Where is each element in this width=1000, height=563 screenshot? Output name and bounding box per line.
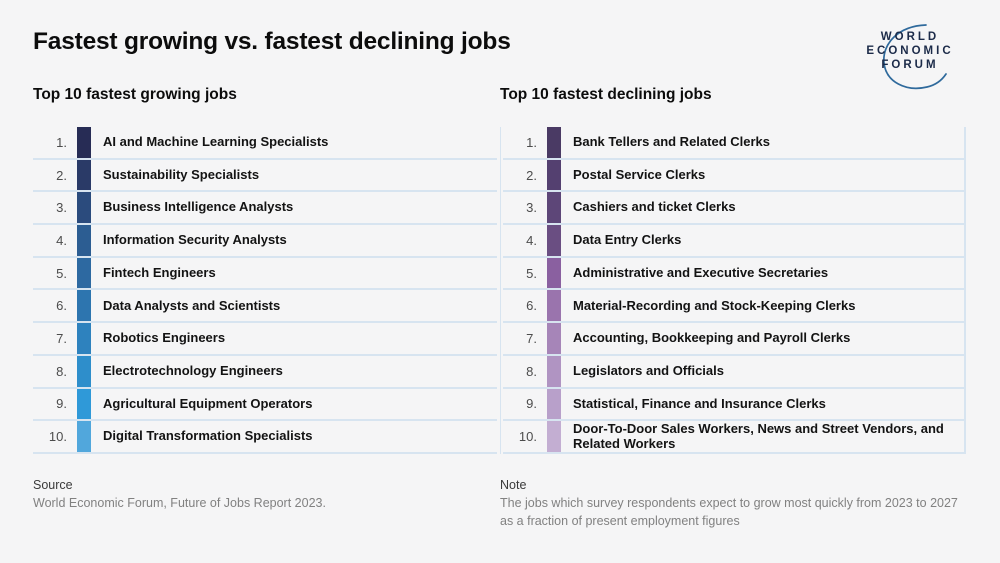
wef-logo-line: WORLD [880, 31, 940, 43]
job-title: Agricultural Equipment Operators [103, 395, 313, 411]
job-title: Digital Transformation Specialists [103, 428, 313, 444]
job-title: Business Intelligence Analysts [103, 199, 294, 215]
job-title: Information Security Analysts [103, 232, 287, 248]
declining-list: 1. Bank Tellers and Related Clerks 2. Po… [503, 127, 965, 454]
list-item: 10. Digital Transformation Specialists [33, 421, 497, 454]
rank-color-bar [77, 290, 91, 322]
list-item: 6. Data Analysts and Scientists [33, 290, 497, 324]
list-item: 6. Material-Recording and Stock-Keeping … [503, 290, 965, 324]
rank-color-bar [77, 192, 91, 224]
rank-color-bar [547, 290, 561, 322]
growing-list-heading: Top 10 fastest growing jobs [33, 86, 237, 103]
rank-color-bar [547, 257, 561, 289]
list-item: 4. Information Security Analysts [33, 225, 497, 258]
job-title: Data Entry Clerks [573, 232, 682, 248]
rank-color-bar [547, 225, 561, 256]
source-text: World Economic Forum, Future of Jobs Rep… [33, 496, 326, 511]
list-item: 5. Administrative and Executive Secretar… [503, 257, 965, 291]
page-title: Fastest growing vs. fastest declining jo… [33, 28, 511, 55]
list-item: 3. Cashiers and ticket Clerks [503, 192, 965, 226]
rank-color-bar [77, 355, 91, 387]
rank-color-bar [547, 355, 561, 387]
list-item: 8. Electrotechnology Engineers [33, 355, 497, 389]
job-title: Statistical, Finance and Insurance Clerk… [573, 395, 826, 411]
rank-number: 10. [48, 429, 67, 445]
list-item: 9. Statistical, Finance and Insurance Cl… [503, 388, 965, 422]
list-item: 9. Agricultural Equipment Operators [33, 388, 497, 422]
rank-number: 2. [56, 167, 67, 183]
rank-color-bar [77, 159, 91, 191]
list-item: 2. Sustainability Specialists [33, 159, 497, 193]
list-item: 1. AI and Machine Learning Specialists [33, 127, 497, 160]
list-item: 2. Postal Service Clerks [503, 159, 965, 193]
wef-logo-text: WORLD ECONOMIC FORUM [848, 22, 972, 72]
job-title: Sustainability Specialists [103, 166, 260, 182]
job-title: Electrotechnology Engineers [103, 362, 283, 378]
rank-number: 3. [526, 200, 537, 216]
declining-list-heading: Top 10 fastest declining jobs [500, 86, 712, 103]
list-item: 3. Business Intelligence Analysts [33, 192, 497, 226]
list-item: 4. Data Entry Clerks [503, 225, 965, 258]
note-block: Note The jobs which survey respondents e… [500, 477, 968, 530]
wef-logo-line: ECONOMIC [866, 45, 954, 57]
rank-color-bar [77, 127, 91, 158]
rank-color-bar [547, 159, 561, 191]
rank-color-bar [77, 421, 91, 452]
rank-number: 2. [526, 167, 537, 183]
rank-number: 9. [56, 396, 67, 412]
rank-color-bar [77, 225, 91, 256]
rank-number: 7. [56, 330, 67, 346]
list-item: 1. Bank Tellers and Related Clerks [503, 127, 965, 160]
list-item: 10. Door-To-Door Sales Workers, News and… [503, 421, 965, 454]
job-title: Door-To-Door Sales Workers, News and Str… [573, 420, 944, 451]
list-item: 5. Fintech Engineers [33, 257, 497, 291]
rank-color-bar [547, 323, 561, 354]
rank-number: 7. [526, 330, 537, 346]
job-title: Cashiers and ticket Clerks [573, 199, 736, 215]
rank-number: 5. [526, 265, 537, 281]
rank-color-bar [77, 388, 91, 420]
rank-color-bar [547, 388, 561, 420]
job-title: Accounting, Bookkeeping and Payroll Cler… [573, 330, 851, 346]
list-item: 7. Robotics Engineers [33, 323, 497, 356]
list-item: 7. Accounting, Bookkeeping and Payroll C… [503, 323, 965, 356]
rank-number: 4. [526, 232, 537, 248]
rank-number: 4. [56, 232, 67, 248]
rank-number: 9. [526, 396, 537, 412]
wef-logo-line: FORUM [881, 59, 939, 71]
job-title: Legislators and Officials [573, 362, 724, 378]
source-block: Source World Economic Forum, Future of J… [33, 477, 463, 513]
rank-number: 1. [56, 134, 67, 150]
column-divider-line [499, 127, 501, 454]
rank-color-bar [77, 257, 91, 289]
wef-logo: WORLD ECONOMIC FORUM [848, 22, 972, 102]
note-text: The jobs which survey respondents expect… [500, 496, 958, 528]
rank-number: 6. [526, 298, 537, 314]
job-title: Robotics Engineers [103, 330, 226, 346]
right-edge-line [964, 127, 966, 454]
rank-number: 5. [56, 265, 67, 281]
job-title: Data Analysts and Scientists [103, 297, 281, 313]
rank-number: 6. [56, 298, 67, 314]
job-title: AI and Machine Learning Specialists [103, 134, 329, 150]
note-label: Note [500, 478, 527, 492]
job-title: Fintech Engineers [103, 264, 216, 280]
growing-list: 1. AI and Machine Learning Specialists 2… [33, 127, 497, 454]
job-title: Material-Recording and Stock-Keeping Cle… [573, 297, 856, 313]
rank-number: 10. [518, 429, 537, 445]
job-title: Administrative and Executive Secretaries [573, 264, 829, 280]
rank-number: 8. [56, 363, 67, 379]
rank-color-bar [547, 192, 561, 224]
rank-number: 3. [56, 200, 67, 216]
job-title: Bank Tellers and Related Clerks [573, 134, 771, 150]
list-item: 8. Legislators and Officials [503, 355, 965, 389]
source-label: Source [33, 478, 73, 492]
rank-number: 8. [526, 363, 537, 379]
rank-number: 1. [526, 134, 537, 150]
rank-color-bar [547, 127, 561, 158]
rank-color-bar [77, 323, 91, 354]
job-title: Postal Service Clerks [573, 166, 706, 182]
rank-color-bar [547, 421, 561, 452]
